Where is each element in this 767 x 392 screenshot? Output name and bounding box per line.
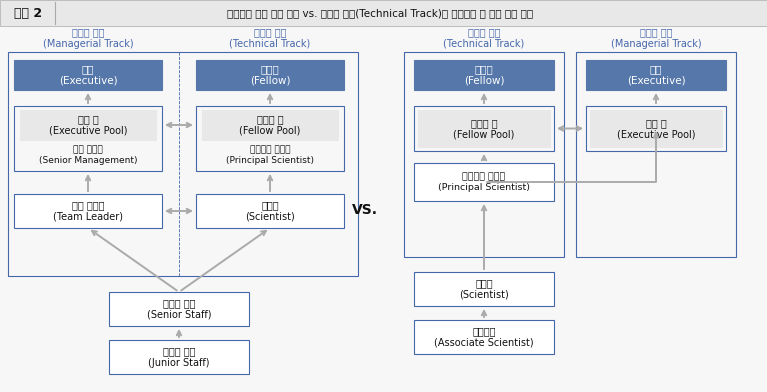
Text: 그림 2: 그림 2	[14, 7, 42, 20]
Bar	[14, 60, 162, 90]
Text: 전통적인 이중 경력 경로 vs. 전문가 트랙(Technical Track)을 디폴트로 한 이중 경력 경로: 전통적인 이중 경력 경로 vs. 전문가 트랙(Technical Track…	[227, 8, 533, 18]
Text: 펠로우
(Fellow): 펠로우 (Fellow)	[464, 64, 504, 86]
Bar	[576, 52, 736, 257]
Text: 관리자 트랙
(Managerial Track): 관리자 트랙 (Managerial Track)	[43, 27, 133, 49]
Bar	[414, 163, 554, 201]
Bar	[196, 60, 344, 90]
Text: 임원
(Executive): 임원 (Executive)	[627, 64, 685, 86]
Text: 전문가 트랙
(Technical Track): 전문가 트랙 (Technical Track)	[443, 27, 525, 49]
Text: 펠로우 풀
(Fellow Pool): 펠로우 풀 (Fellow Pool)	[239, 114, 301, 136]
Text: 시니어 직원
(Senior Staff): 시니어 직원 (Senior Staff)	[146, 298, 211, 320]
Bar	[14, 106, 162, 171]
Bar	[586, 106, 726, 151]
Bar	[586, 60, 726, 90]
Bar	[414, 272, 554, 306]
Bar	[0, 0, 767, 26]
Bar	[14, 194, 162, 228]
Bar	[414, 60, 554, 90]
Text: 관리자 트랙
(Managerial Track): 관리자 트랙 (Managerial Track)	[611, 27, 701, 49]
Bar	[590, 110, 722, 147]
Bar	[109, 292, 249, 326]
Text: 임원 풀
(Executive Pool): 임원 풀 (Executive Pool)	[49, 114, 127, 136]
Text: 프린서플 과학자
(Principal Scientist): 프린서플 과학자 (Principal Scientist)	[226, 145, 314, 165]
Text: 주니어 직원
(Junior Staff): 주니어 직원 (Junior Staff)	[148, 346, 209, 368]
Text: 펠로우
(Fellow): 펠로우 (Fellow)	[250, 64, 290, 86]
Text: 펠로우 풀
(Fellow Pool): 펠로우 풀 (Fellow Pool)	[453, 118, 515, 139]
Text: 고위 관리자
(Senior Management): 고위 관리자 (Senior Management)	[39, 145, 137, 165]
Bar	[196, 106, 344, 171]
Bar	[109, 340, 249, 374]
Bar	[20, 110, 156, 140]
Text: 중간 관리자
(Team Leader): 중간 관리자 (Team Leader)	[53, 200, 123, 222]
Bar	[414, 106, 554, 151]
Text: 부과학자
(Associate Scientist): 부과학자 (Associate Scientist)	[434, 326, 534, 348]
Text: 프린서플 과학자
(Principal Scientist): 프린서플 과학자 (Principal Scientist)	[438, 172, 530, 192]
Bar	[8, 52, 358, 276]
Text: 임원 풀
(Executive Pool): 임원 풀 (Executive Pool)	[617, 118, 695, 139]
Bar	[418, 110, 550, 147]
Text: 과학자
(Scientist): 과학자 (Scientist)	[459, 278, 509, 300]
Text: 임원
(Executive): 임원 (Executive)	[59, 64, 117, 86]
Bar	[404, 52, 564, 257]
Bar	[196, 194, 344, 228]
Bar	[202, 110, 338, 140]
Text: 전문가 트랙
(Technical Track): 전문가 트랙 (Technical Track)	[229, 27, 311, 49]
Text: 과학자
(Scientist): 과학자 (Scientist)	[245, 200, 295, 222]
Text: VS.: VS.	[352, 203, 378, 217]
Bar	[414, 320, 554, 354]
